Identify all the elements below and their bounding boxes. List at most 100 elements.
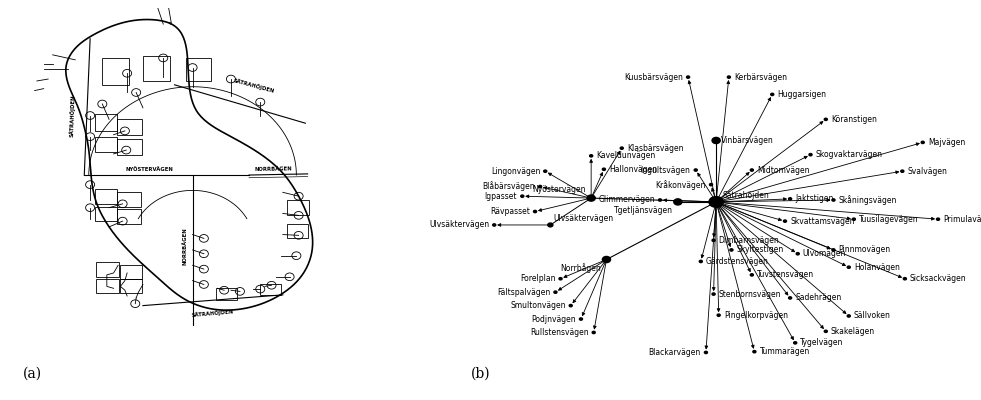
Bar (96, 280, 119, 293)
Text: Rävpasset: Rävpasset (490, 207, 530, 216)
Text: Tummarägen: Tummarägen (759, 347, 809, 356)
Circle shape (587, 195, 595, 201)
Bar (117, 119, 142, 136)
Text: Skogvaktarvägen: Skogvaktarvägen (815, 150, 883, 159)
Text: SÄTRAHÖJDEN: SÄTRAHÖJDEN (232, 78, 275, 94)
Text: Blåbärsvägen: Blåbärsvägen (483, 182, 535, 192)
Circle shape (687, 76, 690, 78)
Text: Tuusilagevägen: Tuusilagevägen (859, 215, 918, 224)
Bar (117, 139, 142, 155)
Circle shape (712, 293, 715, 295)
Circle shape (590, 155, 593, 157)
Circle shape (602, 168, 605, 170)
Circle shape (789, 198, 792, 200)
Text: Holanvägen: Holanvägen (853, 263, 900, 272)
Circle shape (901, 170, 904, 172)
Text: Igpasset: Igpasset (485, 192, 517, 201)
Text: Sätrahöjden: Sätrahöjden (722, 191, 769, 200)
Text: Tuvstensvägen: Tuvstensvägen (757, 270, 814, 279)
Text: Svalvägen: Svalvägen (907, 167, 948, 176)
Circle shape (569, 304, 572, 307)
Bar (102, 58, 129, 85)
Circle shape (674, 199, 682, 205)
Circle shape (712, 138, 720, 144)
Circle shape (752, 350, 756, 353)
Circle shape (547, 223, 553, 227)
Circle shape (539, 186, 542, 188)
Text: Pingelkorpvägen: Pingelkorpvägen (724, 311, 788, 320)
Circle shape (658, 199, 661, 201)
Circle shape (559, 278, 562, 280)
Circle shape (727, 76, 731, 78)
Text: Sicksackvägen: Sicksackvägen (910, 274, 966, 283)
Text: Huggarsigen: Huggarsigen (777, 90, 826, 99)
Circle shape (620, 147, 623, 149)
Text: Klasbärsvägen: Klasbärsvägen (627, 144, 684, 153)
Text: Skåningsvägen: Skåningsvägen (839, 195, 897, 205)
Text: NORRBÅGEN: NORRBÅGEN (182, 227, 187, 265)
Text: Kaveldunvägen: Kaveldunvägen (596, 151, 655, 160)
Bar (94, 189, 117, 204)
Circle shape (832, 249, 835, 251)
Text: Primulavägen: Primulavägen (943, 215, 981, 224)
Text: Kuusbärsvägen: Kuusbärsvägen (624, 73, 683, 82)
Text: Kråkonvägen: Kråkonvägen (655, 180, 706, 190)
Bar (121, 280, 142, 293)
Bar (287, 200, 309, 215)
Text: Gärdstensvägen: Gärdstensvägen (706, 257, 769, 266)
Text: Nyöstervägen: Nyöstervägen (533, 185, 586, 194)
Circle shape (699, 260, 702, 262)
Text: Glimmervägen: Glimmervägen (598, 196, 655, 204)
Circle shape (750, 274, 753, 276)
Text: Ulvsäktervägen: Ulvsäktervägen (553, 214, 613, 223)
Circle shape (709, 184, 712, 186)
Text: Midtomvägen: Midtomvägen (757, 166, 809, 174)
Text: Tygelvägen: Tygelvägen (800, 338, 844, 347)
Circle shape (712, 239, 715, 242)
Text: Jaktstigen: Jaktstigen (796, 194, 834, 203)
Text: Ulvomägen: Ulvomägen (802, 249, 847, 258)
Circle shape (750, 169, 753, 171)
Text: (a): (a) (24, 366, 42, 380)
Text: Podjnvägen: Podjnvägen (532, 314, 576, 324)
Circle shape (717, 314, 720, 316)
Text: Pinnmovägen: Pinnmovägen (839, 246, 891, 254)
Text: Skvattamsvägen: Skvattamsvägen (790, 217, 854, 226)
Circle shape (824, 330, 827, 332)
Circle shape (904, 278, 906, 280)
Text: (b): (b) (471, 366, 490, 380)
Text: NYÖSTERVÄGEN: NYÖSTERVÄGEN (126, 167, 174, 172)
Text: Tgetljänsvägen: Tgetljänsvägen (614, 206, 673, 215)
Circle shape (580, 318, 583, 320)
Bar (287, 224, 308, 238)
Text: Skyltestigen: Skyltestigen (737, 246, 784, 254)
Circle shape (937, 218, 940, 220)
Text: Sadehrägen: Sadehrägen (796, 294, 842, 302)
Circle shape (492, 224, 495, 226)
Bar (121, 265, 142, 279)
Text: Kerbärsvägen: Kerbärsvägen (734, 73, 787, 82)
Circle shape (832, 199, 835, 201)
Circle shape (521, 195, 524, 197)
Text: Fältspalvägen: Fältspalvägen (497, 288, 550, 297)
Text: Ulvsäktervägen: Ulvsäktervägen (429, 220, 490, 230)
Circle shape (602, 256, 610, 262)
Text: Sällvoken: Sällvoken (853, 312, 891, 320)
Text: Forelplan: Forelplan (520, 274, 555, 283)
Bar (94, 206, 117, 221)
Circle shape (797, 253, 800, 255)
Circle shape (709, 196, 723, 207)
Text: SÄTRAHÖJDEN: SÄTRAHÖJDEN (70, 94, 77, 137)
Text: Vinbärsvägen: Vinbärsvägen (721, 136, 774, 145)
Bar (185, 58, 211, 81)
Text: Skakelägen: Skakelägen (831, 327, 875, 336)
Circle shape (593, 331, 595, 334)
Bar (94, 114, 117, 131)
Bar (143, 56, 170, 81)
Bar (216, 288, 237, 300)
Text: Dimbarnsvägen: Dimbarnsvägen (719, 236, 780, 245)
Text: Blackarvägen: Blackarvägen (648, 348, 700, 357)
Circle shape (789, 297, 792, 299)
Circle shape (704, 351, 707, 354)
Text: Majvägen: Majvägen (928, 138, 965, 147)
